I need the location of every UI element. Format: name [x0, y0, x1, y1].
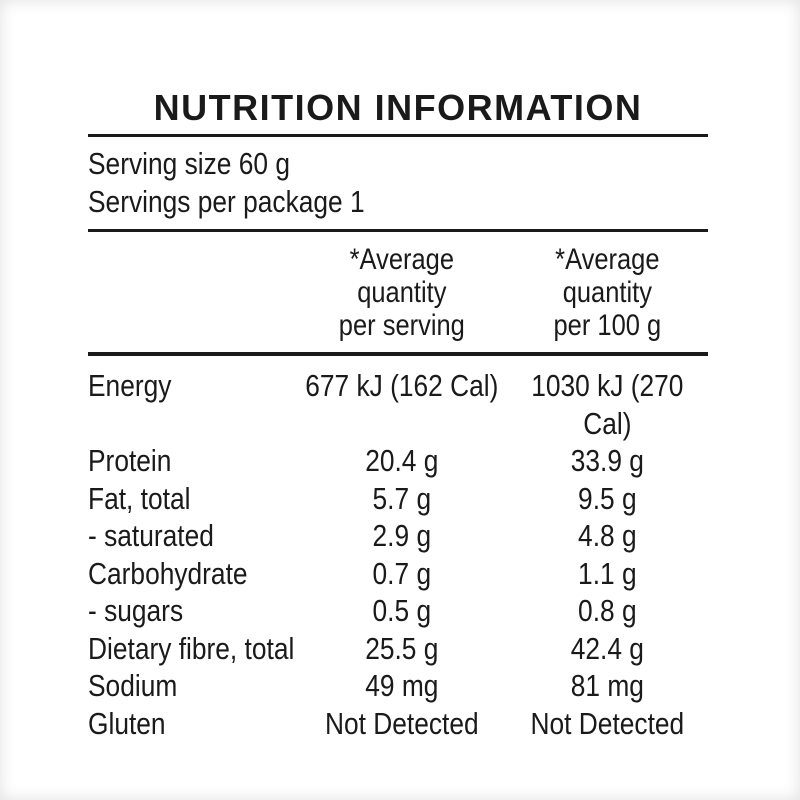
value-per-serving: 49 mg	[365, 668, 439, 703]
value-per-100g: 1030 kJ (270 Cal)	[531, 368, 684, 441]
nutrient-row: Protein 20.4 g 33.9 g	[88, 442, 708, 480]
header-per-100g: *Average quantity per 100 g	[553, 243, 662, 342]
divider	[88, 134, 708, 137]
value-per-100g: 9.5 g	[578, 480, 637, 516]
value-per-serving: Not Detected	[324, 705, 479, 741]
servings-per-package-line: Servings per package 1	[88, 184, 365, 219]
nutrient-row: - saturated 2.9 g 4.8 g	[88, 517, 708, 555]
value-per-serving: 25.5 g	[365, 630, 439, 666]
header-spacer	[88, 243, 297, 342]
nutrient-name: - saturated	[88, 518, 214, 553]
column-header-row: *Average quantity per serving *Average q…	[88, 232, 708, 352]
value-per-serving: 5.7 g	[372, 480, 432, 516]
nutrient-name: Fat, total	[88, 480, 191, 516]
value-per-100g: 81 mg	[570, 668, 644, 703]
label-body: Serving size 60 g Servings per package 1…	[88, 134, 708, 742]
nutrient-row: Fat, total 5.7 g 9.5 g	[88, 480, 708, 518]
value-per-serving: 20.4 g	[365, 443, 439, 478]
nutrient-row: Carbohydrate 0.7 g 1.1 g	[88, 555, 708, 593]
nutrient-name: Dietary fibre, total	[88, 630, 295, 666]
serving-size-line: Serving size 60 g	[88, 146, 290, 181]
value-per-100g: 1.1 g	[578, 555, 637, 591]
value-per-100g: 33.9 g	[570, 443, 644, 478]
nutrient-name: Energy	[88, 368, 172, 403]
label-content: NUTRITION INFORMATION Serving size 60 g …	[88, 0, 708, 742]
nutrient-row: Dietary fibre, total 25.5 g 42.4 g	[88, 630, 708, 668]
value-per-100g: 42.4 g	[570, 630, 644, 666]
nutrient-name: Sodium	[88, 668, 178, 703]
value-per-serving: 0.5 g	[372, 593, 432, 628]
value-per-serving: 677 kJ (162 Cal)	[305, 368, 499, 403]
nutrient-row: - sugars 0.5 g 0.8 g	[88, 592, 708, 630]
value-per-serving: 0.7 g	[372, 555, 432, 591]
value-per-100g: 0.8 g	[578, 593, 637, 628]
header-per-serving: *Average quantity per serving	[338, 243, 465, 342]
value-per-100g: Not Detected	[530, 705, 685, 741]
value-per-100g: 4.8 g	[578, 518, 637, 553]
serving-info: Serving size 60 g Servings per package 1	[88, 137, 708, 221]
divider	[88, 352, 708, 356]
divider	[88, 229, 708, 232]
nutrient-row: Sodium 49 mg 81 mg	[88, 667, 708, 705]
nutrient-name: - sugars	[88, 593, 184, 628]
nutrition-title: NUTRITION INFORMATION	[153, 87, 643, 128]
nutrient-name: Carbohydrate	[88, 555, 248, 591]
nutrition-table: Energy 677 kJ (162 Cal) 1030 kJ (270 Cal…	[88, 356, 708, 742]
nutrient-row: Gluten Not Detected Not Detected	[88, 705, 708, 743]
nutrient-row: Energy 677 kJ (162 Cal) 1030 kJ (270 Cal…	[88, 367, 708, 442]
nutrient-name: Gluten	[88, 705, 166, 741]
value-per-serving: 2.9 g	[372, 518, 432, 553]
nutrient-name: Protein	[88, 443, 172, 478]
